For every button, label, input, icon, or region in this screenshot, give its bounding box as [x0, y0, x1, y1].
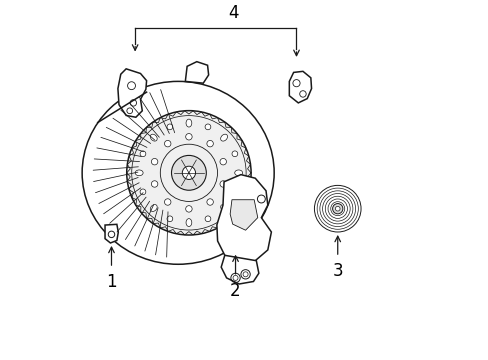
- Ellipse shape: [82, 81, 274, 264]
- Circle shape: [167, 216, 172, 222]
- Circle shape: [140, 189, 145, 195]
- Ellipse shape: [150, 204, 157, 211]
- Polygon shape: [289, 71, 311, 103]
- Circle shape: [151, 158, 158, 165]
- Circle shape: [231, 151, 237, 157]
- Polygon shape: [230, 200, 257, 230]
- Polygon shape: [105, 224, 118, 243]
- Circle shape: [206, 140, 213, 147]
- Polygon shape: [185, 62, 208, 83]
- Ellipse shape: [185, 219, 191, 226]
- Polygon shape: [118, 69, 146, 117]
- Ellipse shape: [220, 134, 227, 141]
- Circle shape: [231, 189, 237, 195]
- Ellipse shape: [150, 134, 157, 141]
- Circle shape: [164, 199, 171, 205]
- Circle shape: [185, 134, 192, 140]
- Circle shape: [220, 181, 226, 187]
- Circle shape: [335, 206, 339, 211]
- Ellipse shape: [185, 119, 191, 127]
- Circle shape: [182, 166, 195, 179]
- Circle shape: [185, 206, 192, 212]
- Polygon shape: [217, 175, 271, 264]
- Ellipse shape: [220, 204, 227, 211]
- Text: 1: 1: [106, 274, 117, 292]
- Circle shape: [332, 203, 342, 214]
- Circle shape: [220, 158, 226, 165]
- Circle shape: [140, 151, 145, 157]
- Circle shape: [204, 216, 210, 222]
- Text: 2: 2: [230, 282, 241, 300]
- Circle shape: [164, 140, 171, 147]
- Ellipse shape: [234, 170, 242, 176]
- Circle shape: [204, 124, 210, 130]
- Text: 3: 3: [332, 262, 343, 280]
- Circle shape: [151, 181, 158, 187]
- Text: 4: 4: [228, 4, 239, 22]
- Polygon shape: [221, 255, 258, 284]
- Circle shape: [167, 124, 172, 130]
- Circle shape: [126, 111, 250, 235]
- Ellipse shape: [135, 170, 143, 176]
- Circle shape: [171, 156, 206, 190]
- Circle shape: [206, 199, 213, 205]
